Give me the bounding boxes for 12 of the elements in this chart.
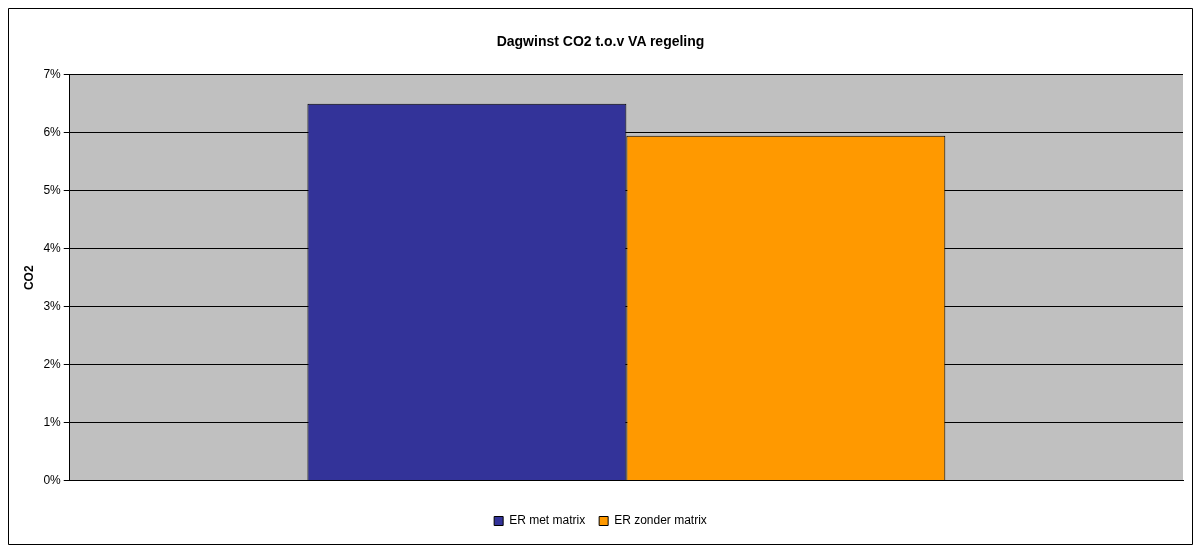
y-tick-label: 0% [43, 472, 62, 487]
y-axis-title: CO2 [21, 265, 36, 291]
legend-label: ER met matrix [509, 513, 586, 528]
legend-label: ER zonder matrix [614, 513, 707, 528]
y-tick-label: 2% [43, 356, 62, 371]
y-tick-label: 7% [43, 67, 62, 82]
y-tick-label: 6% [43, 125, 62, 140]
y-tick-label: 5% [43, 183, 62, 198]
y-tick-label: 1% [43, 414, 62, 429]
chart-title: Dagwinst CO2 t.o.v VA regeling [496, 33, 705, 50]
y-tick-label: 4% [43, 241, 62, 256]
y-tick-label: 3% [43, 299, 62, 313]
